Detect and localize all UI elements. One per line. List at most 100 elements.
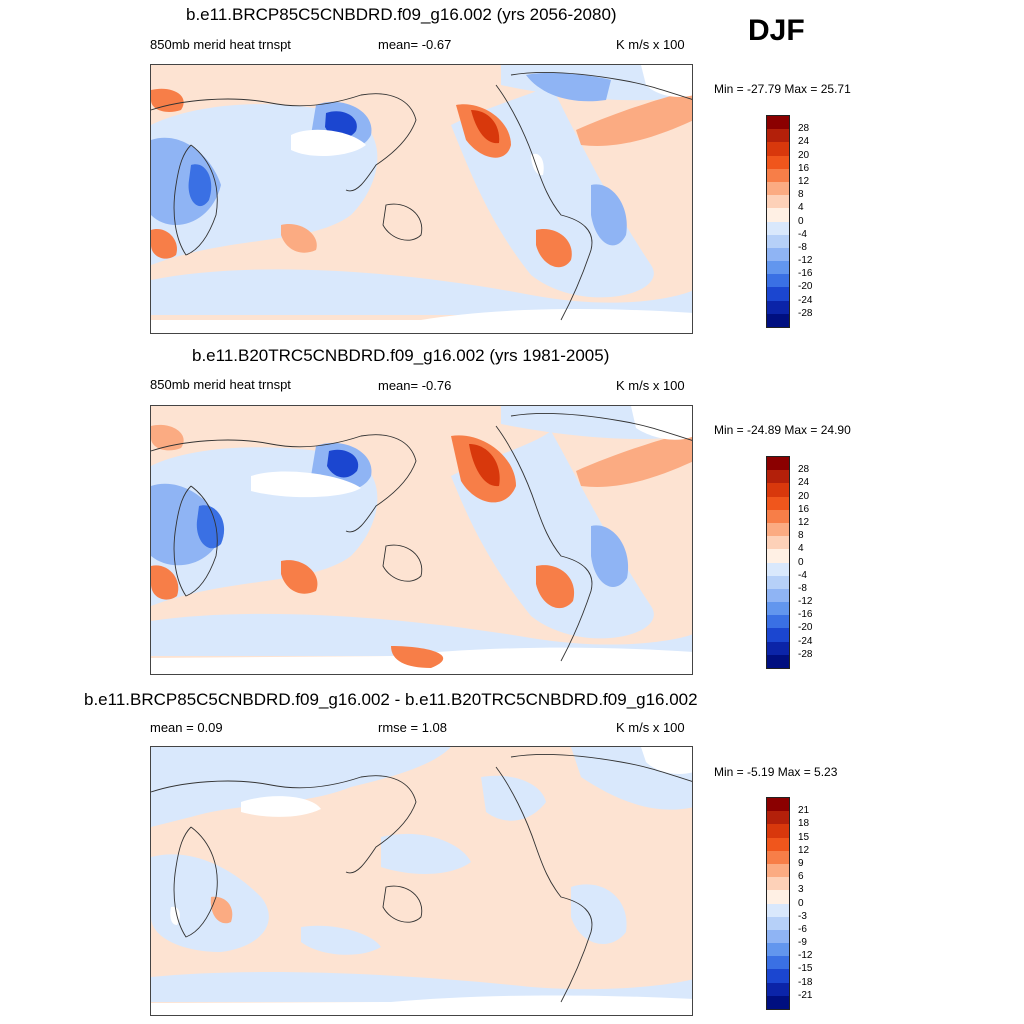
colorbar-tick-label: 20 <box>798 149 810 161</box>
colorbar-swatch <box>767 168 789 182</box>
colorbar-swatch <box>767 943 789 957</box>
panel-2-variable: 850mb merid heat trnspt <box>150 377 291 392</box>
panel-2-minmax: Min = -24.89 Max = 24.90 <box>714 423 851 437</box>
colorbar-tick-label: 4 <box>798 202 804 214</box>
colorbar-tick-label: -4 <box>798 569 807 581</box>
colorbar-tick-label: 6 <box>798 871 804 883</box>
colorbar-swatch <box>767 549 789 563</box>
colorbar-tick-label: 12 <box>798 516 810 528</box>
colorbar-swatch <box>767 522 789 537</box>
panel-1-colorbar <box>766 115 790 328</box>
colorbar-swatch <box>767 969 789 983</box>
colorbar-tick-label: -9 <box>798 937 807 949</box>
panel-1-mean: mean= -0.67 <box>378 37 452 52</box>
colorbar-swatch <box>767 811 789 825</box>
colorbar-tick-label: 8 <box>798 530 804 542</box>
panel-2-colorbar <box>766 456 790 669</box>
colorbar-tick-label: 16 <box>798 503 810 515</box>
colorbar-swatch <box>767 628 789 642</box>
colorbar-swatch <box>767 234 789 248</box>
colorbar-swatch <box>767 261 789 275</box>
panel-3-mean: mean = 0.09 <box>150 720 223 735</box>
colorbar-tick-label: 12 <box>798 844 810 856</box>
colorbar-swatch <box>767 300 789 314</box>
colorbar-tick-label: -3 <box>798 910 807 922</box>
colorbar-tick-label: 0 <box>798 215 804 227</box>
colorbar-swatch <box>767 890 789 904</box>
colorbar-tick-label: 8 <box>798 189 804 201</box>
colorbar-tick-label: 20 <box>798 490 810 502</box>
panel-3-map <box>150 746 693 1016</box>
colorbar-swatch <box>767 956 789 970</box>
panel-3-units: K m/s x 100 <box>616 720 685 735</box>
colorbar-swatch <box>767 195 789 209</box>
colorbar-tick-label: -28 <box>798 307 813 319</box>
colorbar-swatch <box>767 982 789 996</box>
panel-1-units: K m/s x 100 <box>616 37 685 52</box>
colorbar-tick-label: -12 <box>798 596 813 608</box>
colorbar-swatch <box>767 470 789 484</box>
colorbar-tick-label: 28 <box>798 464 810 476</box>
colorbar-swatch <box>767 129 789 143</box>
colorbar-tick-label: -8 <box>798 241 807 253</box>
colorbar-tick-label: -28 <box>798 648 813 660</box>
panel-2-units: K m/s x 100 <box>616 378 685 393</box>
colorbar-tick-label: -8 <box>798 582 807 594</box>
colorbar-tick-label: -4 <box>798 228 807 240</box>
colorbar-swatch <box>767 615 789 629</box>
colorbar-tick-label: -24 <box>798 635 813 647</box>
colorbar-swatch <box>767 116 789 130</box>
panel-3-colorbar <box>766 797 790 1010</box>
colorbar-tick-label: -12 <box>798 950 813 962</box>
colorbar-swatch <box>767 483 789 497</box>
colorbar-tick-label: -18 <box>798 976 813 988</box>
colorbar-tick-label: 9 <box>798 857 804 869</box>
colorbar-swatch <box>767 588 789 603</box>
colorbar-swatch <box>767 313 789 327</box>
colorbar-swatch <box>767 575 789 589</box>
colorbar-tick-label: 0 <box>798 556 804 568</box>
colorbar-tick-label: -20 <box>798 281 813 293</box>
colorbar-swatch <box>767 274 789 288</box>
colorbar-swatch <box>767 221 789 235</box>
colorbar-swatch <box>767 850 789 864</box>
panel-3-title: b.e11.BRCP85C5CNBDRD.f09_g16.002 - b.e11… <box>84 690 698 709</box>
panel-3-rmse: rmse = 1.08 <box>378 720 448 735</box>
panel-1-minmax: Min = -27.79 Max = 25.71 <box>714 82 851 96</box>
panel-1-map <box>150 64 693 334</box>
colorbar-tick-label: 24 <box>798 136 810 148</box>
colorbar-tick-label: 24 <box>798 477 810 489</box>
colorbar-swatch <box>767 929 789 944</box>
colorbar-swatch <box>767 916 789 930</box>
colorbar-swatch <box>767 496 789 510</box>
panel-2-map <box>150 405 693 675</box>
colorbar-tick-label: 21 <box>798 805 810 817</box>
colorbar-tick-label: -16 <box>798 268 813 280</box>
colorbar-swatch <box>767 536 789 550</box>
colorbar-swatch <box>767 995 789 1009</box>
colorbar-tick-label: 15 <box>798 831 810 843</box>
colorbar-tick-label: -12 <box>798 255 813 267</box>
colorbar-tick-label: 3 <box>798 884 804 896</box>
colorbar-tick-label: -20 <box>798 622 813 634</box>
colorbar-swatch <box>767 877 789 891</box>
colorbar-tick-label: 28 <box>798 123 810 135</box>
colorbar-tick-label: 18 <box>798 818 810 830</box>
colorbar-tick-label: -15 <box>798 963 813 975</box>
panel-3-minmax: Min = -5.19 Max = 5.23 <box>714 765 838 779</box>
colorbar-swatch <box>767 863 789 878</box>
colorbar-tick-label: 4 <box>798 543 804 555</box>
panel-1-title: b.e11.BRCP85C5CNBDRD.f09_g16.002 (yrs 20… <box>186 5 617 24</box>
colorbar-swatch <box>767 654 789 668</box>
colorbar-tick-label: -16 <box>798 609 813 621</box>
colorbar-swatch <box>767 641 789 655</box>
colorbar-swatch <box>767 208 789 222</box>
colorbar-tick-label: 0 <box>798 897 804 909</box>
colorbar-swatch <box>767 602 789 616</box>
colorbar-swatch <box>767 247 789 262</box>
colorbar-swatch <box>767 457 789 471</box>
colorbar-swatch <box>767 155 789 169</box>
colorbar-tick-label: -6 <box>798 923 807 935</box>
colorbar-swatch <box>767 562 789 576</box>
colorbar-swatch <box>767 181 789 196</box>
